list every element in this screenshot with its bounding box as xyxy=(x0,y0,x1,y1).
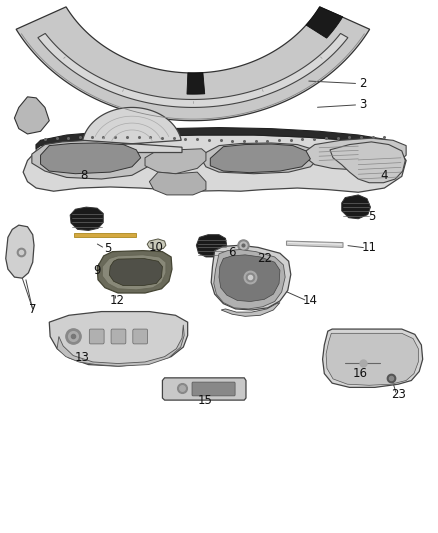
Polygon shape xyxy=(110,259,162,286)
Text: 11: 11 xyxy=(362,241,377,254)
Polygon shape xyxy=(326,333,418,385)
Polygon shape xyxy=(149,172,206,195)
Polygon shape xyxy=(82,108,182,152)
Polygon shape xyxy=(322,329,423,387)
Polygon shape xyxy=(14,97,49,134)
Polygon shape xyxy=(57,325,184,366)
Polygon shape xyxy=(342,195,371,219)
Text: 3: 3 xyxy=(359,98,366,111)
Polygon shape xyxy=(74,233,136,237)
Text: 6: 6 xyxy=(228,246,236,259)
Polygon shape xyxy=(219,255,280,302)
Text: 15: 15 xyxy=(198,393,212,407)
Polygon shape xyxy=(41,143,141,174)
Polygon shape xyxy=(16,7,370,120)
Text: 2: 2 xyxy=(359,77,366,90)
FancyBboxPatch shape xyxy=(133,329,148,344)
Polygon shape xyxy=(221,303,280,317)
Polygon shape xyxy=(23,135,406,192)
Polygon shape xyxy=(306,138,406,170)
Polygon shape xyxy=(36,127,397,149)
Text: 5: 5 xyxy=(367,209,375,223)
Polygon shape xyxy=(147,239,166,250)
FancyBboxPatch shape xyxy=(192,382,235,396)
Polygon shape xyxy=(201,143,319,174)
Polygon shape xyxy=(162,378,246,400)
Text: 10: 10 xyxy=(148,241,163,254)
Polygon shape xyxy=(306,7,343,38)
Polygon shape xyxy=(49,312,187,366)
Text: 22: 22 xyxy=(257,252,272,264)
Polygon shape xyxy=(70,207,103,230)
Polygon shape xyxy=(286,241,343,247)
Polygon shape xyxy=(145,149,206,174)
Text: 23: 23 xyxy=(391,389,406,401)
FancyBboxPatch shape xyxy=(89,329,104,344)
Text: 9: 9 xyxy=(93,264,101,277)
Polygon shape xyxy=(211,245,291,310)
Text: 16: 16 xyxy=(353,367,368,380)
Polygon shape xyxy=(97,251,172,293)
Text: 7: 7 xyxy=(29,303,36,317)
Text: 4: 4 xyxy=(381,169,388,182)
Polygon shape xyxy=(187,72,205,94)
Polygon shape xyxy=(196,235,227,257)
Polygon shape xyxy=(210,144,311,173)
Text: 13: 13 xyxy=(74,351,89,364)
Text: 8: 8 xyxy=(81,169,88,182)
FancyBboxPatch shape xyxy=(111,329,126,344)
Text: 12: 12 xyxy=(109,294,124,308)
Polygon shape xyxy=(214,249,285,309)
Polygon shape xyxy=(6,225,34,278)
Polygon shape xyxy=(38,34,348,108)
Polygon shape xyxy=(330,142,405,183)
Polygon shape xyxy=(102,255,166,290)
Text: 5: 5 xyxy=(104,242,112,255)
Text: 14: 14 xyxy=(303,294,318,308)
Polygon shape xyxy=(32,140,154,179)
